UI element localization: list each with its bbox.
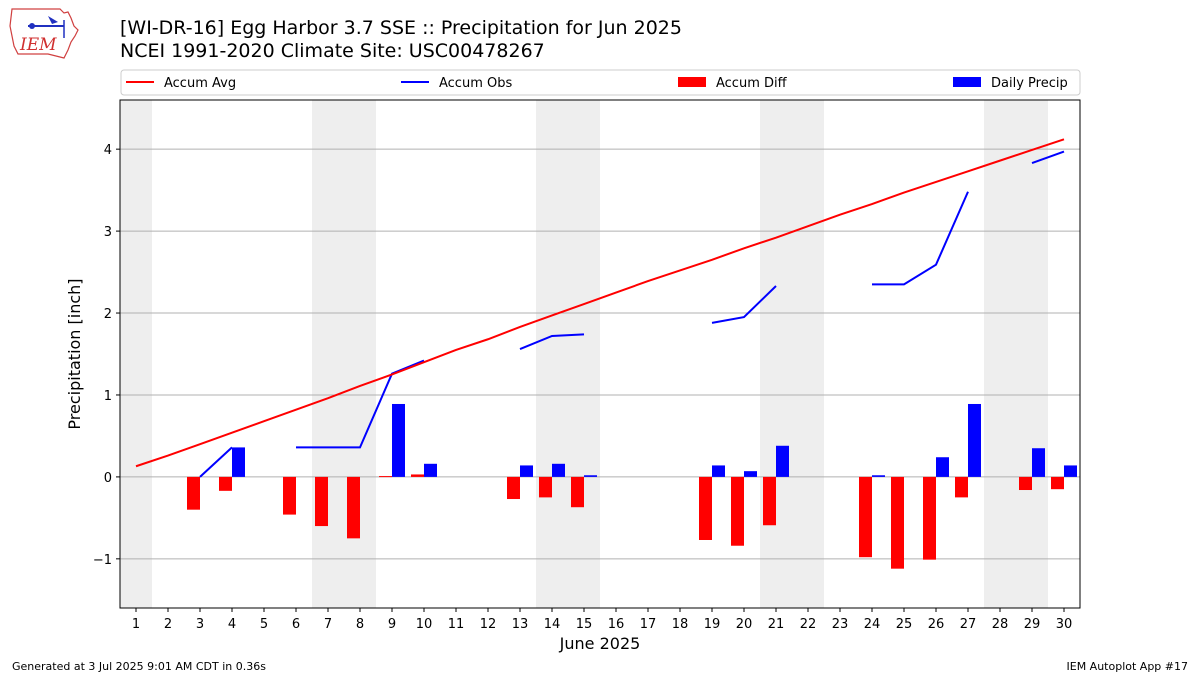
x-tick-label: 27 (960, 617, 977, 632)
svg-text:IEM: IEM (19, 35, 57, 55)
accum-obs-line (1031, 150, 1065, 165)
legend-box (120, 69, 1081, 96)
accum-obs-line (872, 191, 969, 286)
x-tick-label: 21 (768, 617, 785, 632)
x-tick-label: 28 (992, 617, 1009, 632)
accum-obs-line (519, 333, 585, 351)
x-tick-label: 12 (480, 617, 497, 632)
x-tick-label: 23 (832, 617, 849, 632)
accum-avg-line (135, 138, 1065, 468)
x-tick-label: 25 (896, 617, 913, 632)
accum-diff-bar (923, 476, 936, 560)
y-tick-label: 1 (104, 389, 112, 404)
weekend-shade (536, 100, 600, 608)
x-tick-label: 8 (356, 617, 364, 632)
x-tick-label: 19 (704, 617, 721, 632)
legend-swatch (678, 77, 706, 87)
accum-obs-line (711, 285, 777, 324)
accum-diff-bar (731, 476, 744, 546)
accum-diff-bar (507, 476, 520, 500)
x-tick-label: 22 (800, 617, 817, 632)
x-tick-label: 18 (672, 617, 689, 632)
daily-precip-bar (520, 465, 533, 477)
accum-diff-bar (891, 476, 904, 569)
accum-diff-bar (699, 476, 712, 540)
accum-diff-bar (955, 476, 968, 498)
accum-diff-bar (1051, 476, 1064, 490)
x-tick-label: 7 (324, 617, 332, 632)
legend-label: Accum Obs (439, 76, 512, 91)
daily-precip-bar (552, 463, 565, 477)
accum-diff-bar (763, 476, 776, 526)
accum-diff-bar (571, 476, 584, 508)
legend-label: Accum Diff (716, 76, 788, 91)
daily-precip-bar (424, 463, 437, 477)
accum-diff-bar (187, 476, 200, 510)
x-tick-label: 11 (448, 617, 465, 632)
accum-diff-bar (539, 476, 552, 498)
plot-frame (119, 99, 1081, 609)
x-tick-label: 6 (292, 617, 300, 632)
y-tick-label: 4 (104, 143, 112, 158)
x-tick-label: 4 (228, 617, 236, 632)
daily-precip-bar (232, 447, 245, 477)
x-tick-label: 26 (928, 617, 945, 632)
x-tick-label: 2 (164, 617, 172, 632)
accum-diff-bar (219, 476, 232, 491)
accum-diff-bar (379, 476, 392, 478)
daily-precip-bar (1064, 465, 1077, 477)
accum-diff-bar (859, 476, 872, 558)
accum-diff-bar (315, 476, 328, 527)
legend-label: Daily Precip (991, 76, 1068, 91)
x-tick-label: 29 (1024, 617, 1041, 632)
accum-diff-bar (1019, 476, 1032, 491)
daily-precip-bar (776, 445, 789, 477)
x-tick-label: 15 (576, 617, 593, 632)
x-axis-label: June 2025 (559, 634, 641, 653)
chart-subtitle: NCEI 1991-2020 Climate Site: USC00478267 (120, 40, 545, 62)
iem-logo: IEM (9, 8, 79, 59)
daily-precip-bar (392, 403, 405, 477)
weekend-shade (312, 100, 376, 608)
daily-precip-bar (872, 475, 885, 477)
x-tick-label: 24 (864, 617, 881, 632)
daily-precip-bar (968, 403, 981, 477)
x-tick-label: 9 (388, 617, 396, 632)
x-tick-label: 17 (640, 617, 657, 632)
accum-obs-line (199, 446, 233, 478)
weekend-shade (120, 100, 152, 608)
y-tick-label: 0 (104, 471, 112, 486)
footer-app: IEM Autoplot App #17 (1066, 660, 1189, 673)
x-tick-label: 14 (544, 617, 561, 632)
x-tick-label: 1 (132, 617, 140, 632)
daily-precip-bar (936, 457, 949, 477)
daily-precip-bar (712, 465, 725, 477)
footer-generated: Generated at 3 Jul 2025 9:01 AM CDT in 0… (12, 660, 266, 673)
daily-precip-bar (584, 475, 597, 477)
x-tick-label: 30 (1056, 617, 1073, 632)
accum-diff-bar (411, 474, 424, 477)
accum-obs-line (296, 359, 425, 449)
y-tick-label: 3 (104, 225, 112, 240)
x-tick-label: 13 (512, 617, 529, 632)
y-axis-label: Precipitation [inch] (65, 278, 84, 429)
weekend-shade (760, 100, 824, 608)
x-tick-label: 16 (608, 617, 625, 632)
x-tick-label: 5 (260, 617, 268, 632)
chart-title: [WI-DR-16] Egg Harbor 3.7 SSE :: Precipi… (120, 17, 682, 39)
accum-diff-bar (347, 476, 360, 539)
accum-diff-bar (283, 476, 296, 515)
x-tick-label: 3 (196, 617, 204, 632)
daily-precip-bar (1032, 448, 1045, 477)
daily-precip-bar (744, 471, 757, 477)
x-tick-label: 20 (736, 617, 753, 632)
legend-label: Accum Avg (164, 76, 236, 91)
x-tick-label: 10 (416, 617, 433, 632)
y-tick-label: −1 (93, 553, 112, 568)
weekend-shade (984, 100, 1048, 608)
legend-swatch (953, 77, 981, 87)
y-tick-label: 2 (104, 307, 112, 322)
